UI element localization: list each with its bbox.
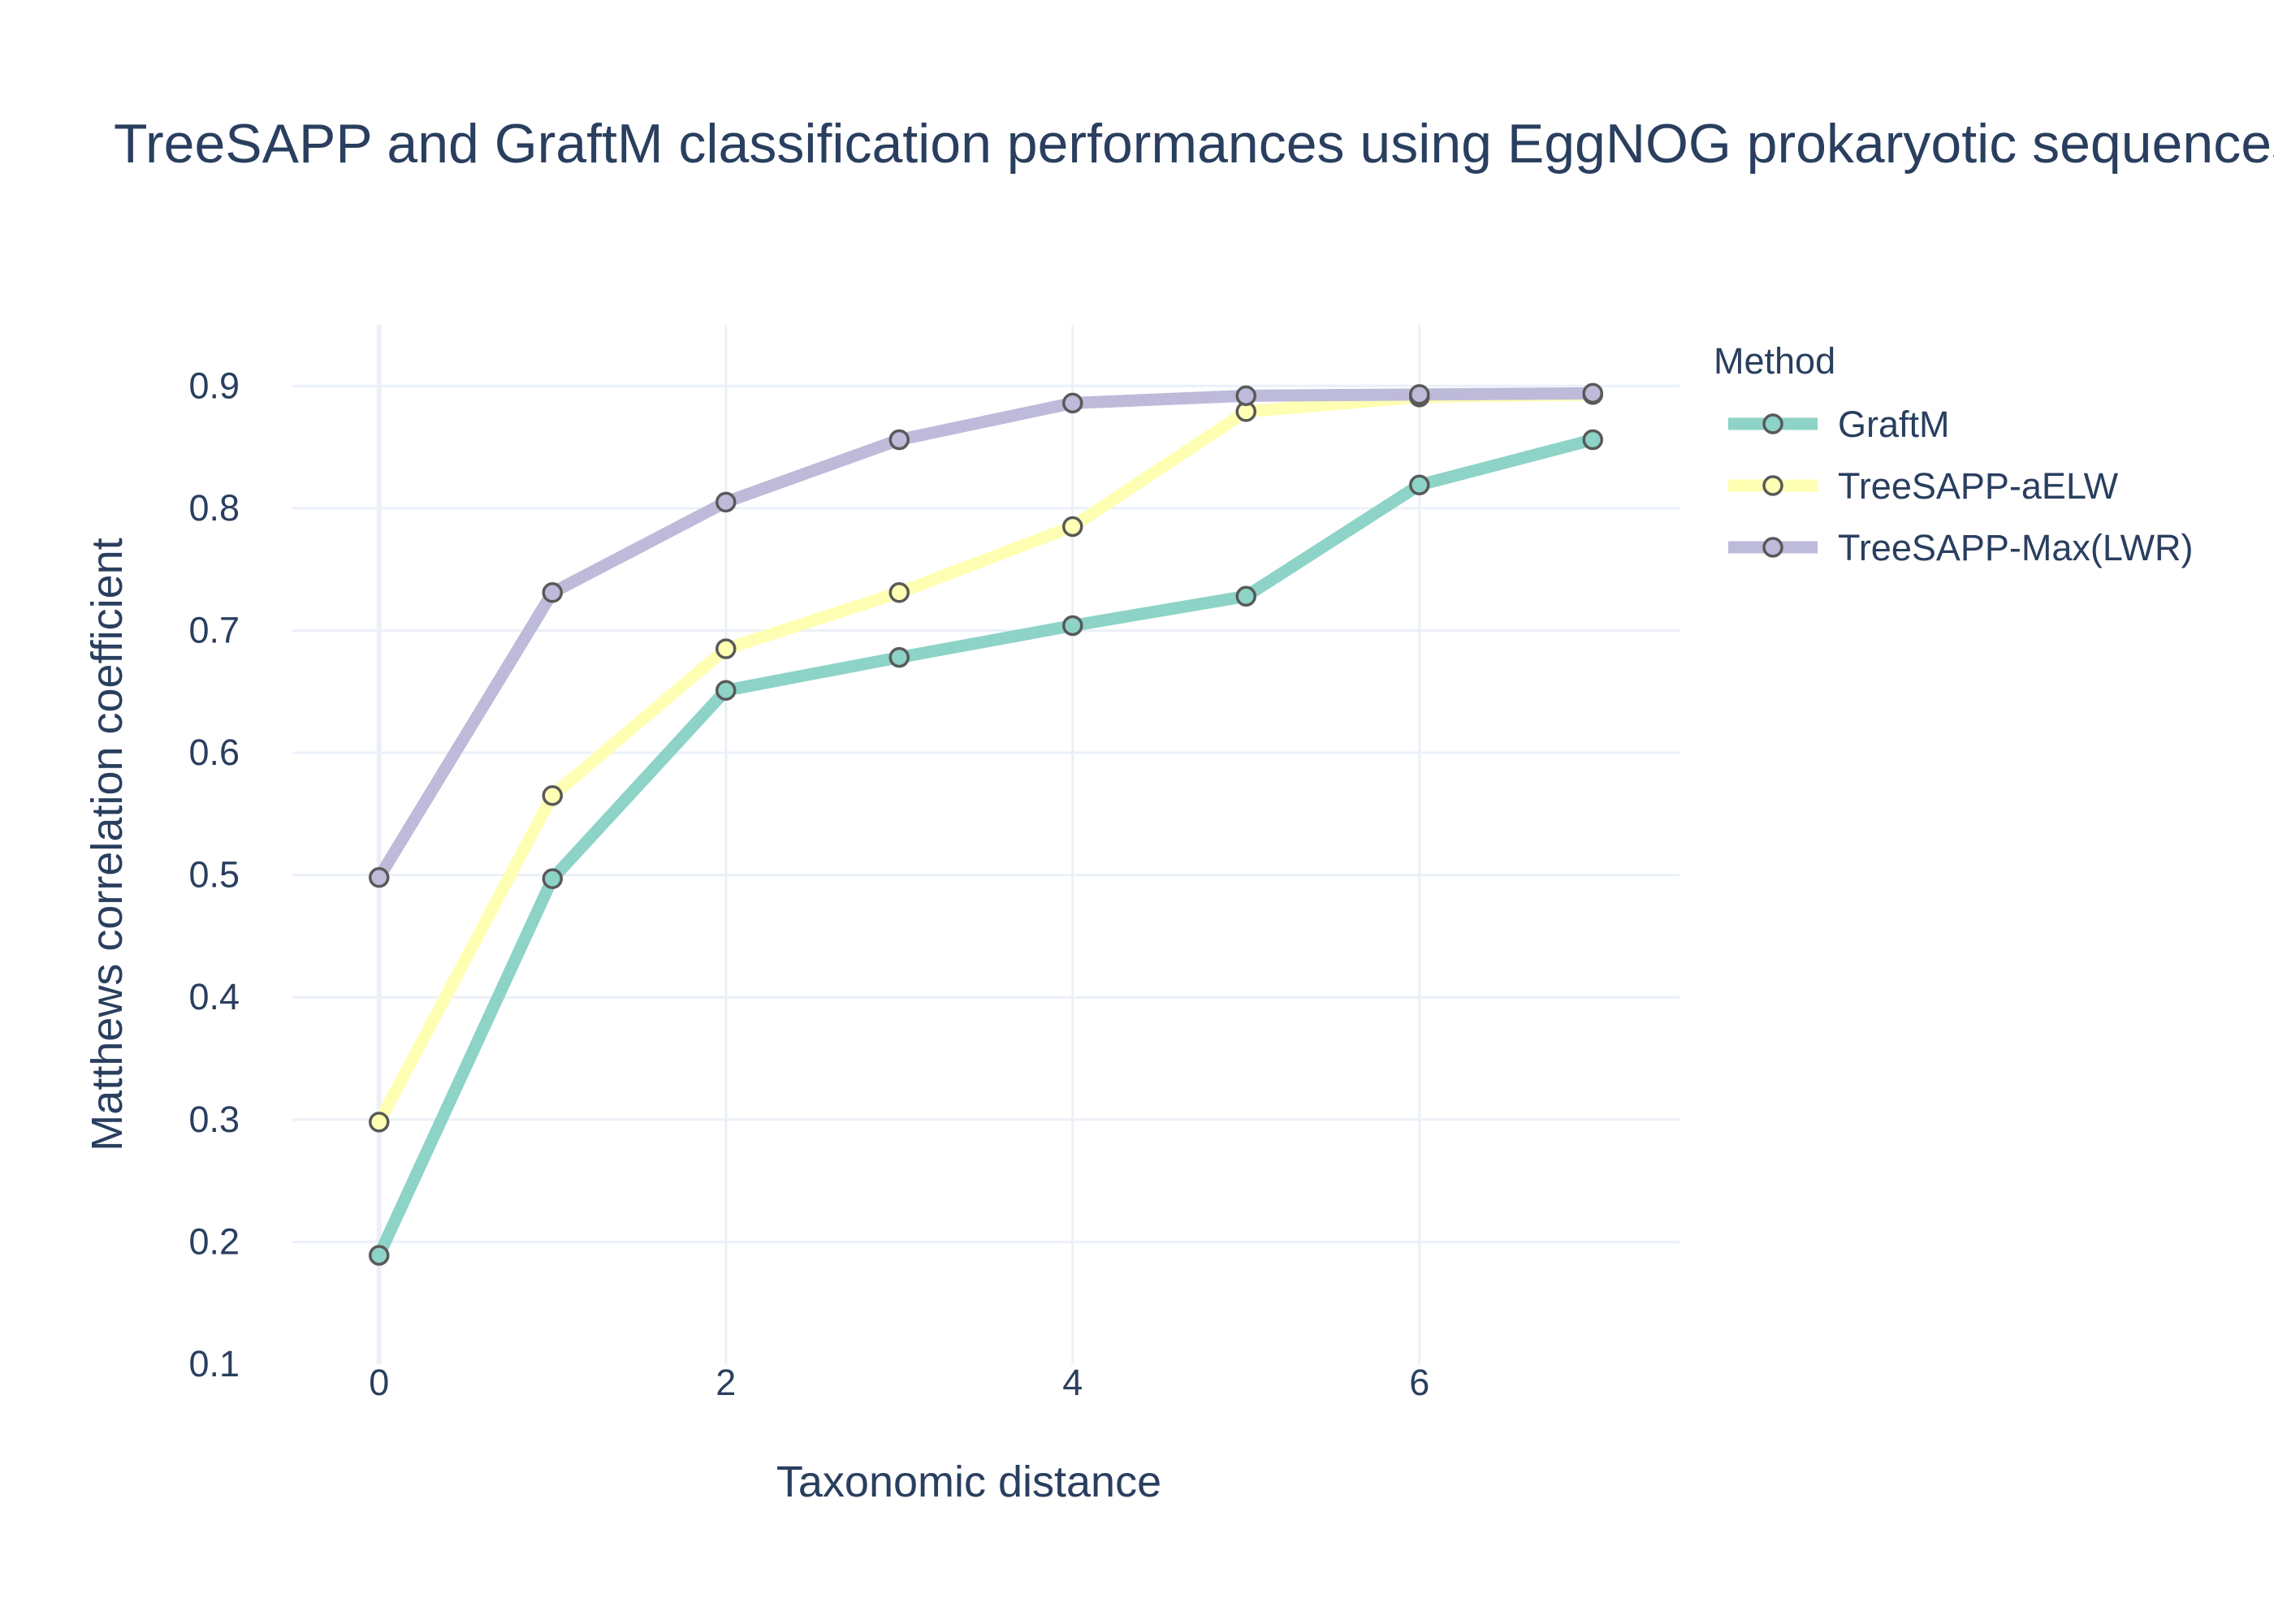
plot-area xyxy=(369,382,1603,1266)
data-point xyxy=(1235,385,1256,407)
y-tick-label: 0.7 xyxy=(188,609,240,650)
legend: Method GraftM TreeSAPP-aELW TreeSAPP-Max(L… xyxy=(1714,340,2194,568)
y-tick-label: 0.4 xyxy=(188,976,240,1017)
data-point xyxy=(888,646,910,668)
legend-item: TreeSAPP-aELW xyxy=(1728,465,2119,507)
data-point xyxy=(1235,585,1256,607)
x-axis-title: Taxonomic distance xyxy=(776,1458,1161,1506)
data-point xyxy=(715,680,737,702)
y-tick-label: 0.8 xyxy=(188,487,240,529)
y-tick-label: 0.6 xyxy=(188,732,240,773)
data-point xyxy=(542,868,563,889)
series-line xyxy=(373,434,1599,1262)
legend-swatch-marker xyxy=(1762,537,1783,558)
data-point xyxy=(715,491,737,513)
data-point xyxy=(888,429,910,451)
series-TreeSAPP-Max(LWR) xyxy=(373,387,1599,884)
series-line xyxy=(373,387,1599,884)
ticks: 0.1 0.2 0.3 0.4 0.5 0.6 0.7 0.8 0.9 0 2 4 6 xyxy=(188,365,1429,1403)
legend-swatch-marker xyxy=(1762,475,1783,496)
data-point xyxy=(888,582,910,603)
legend-item: GraftM xyxy=(1728,404,1950,445)
series-markers-GraftM xyxy=(369,429,1603,1266)
series-GraftM xyxy=(373,434,1599,1262)
data-point xyxy=(1582,429,1603,451)
series-markers-TreeSAPP-Max(LWR) xyxy=(369,382,1603,888)
x-tick-label: 2 xyxy=(715,1362,736,1403)
data-point xyxy=(1409,384,1430,405)
data-point xyxy=(369,866,390,888)
data-point xyxy=(1582,382,1603,404)
y-tick-label: 0.2 xyxy=(188,1220,240,1262)
data-point xyxy=(1062,516,1083,538)
x-tick-label: 0 xyxy=(369,1362,389,1403)
legend-label: TreeSAPP-aELW xyxy=(1838,465,2119,507)
y-axis-title: Matthews correlation coefficient xyxy=(83,538,132,1151)
legend-label: TreeSAPP-Max(LWR) xyxy=(1838,527,2194,568)
y-tick-label: 0.3 xyxy=(188,1099,240,1140)
data-point xyxy=(542,785,563,806)
legend-swatch-marker xyxy=(1762,413,1783,434)
legend-label: GraftM xyxy=(1838,404,1950,445)
x-tick-label: 4 xyxy=(1062,1362,1083,1403)
data-point xyxy=(369,1245,390,1266)
data-point xyxy=(1409,474,1430,496)
y-tick-label: 0.9 xyxy=(188,365,240,406)
data-point xyxy=(1062,392,1083,414)
data-point xyxy=(1062,615,1083,637)
y-tick-label: 0.1 xyxy=(188,1343,240,1384)
data-point xyxy=(369,1112,390,1133)
data-point xyxy=(715,638,737,659)
data-point xyxy=(542,582,563,603)
y-tick-label: 0.5 xyxy=(188,854,240,896)
legend-title: Method xyxy=(1714,340,1835,382)
x-tick-label: 6 xyxy=(1409,1362,1429,1403)
legend-item: TreeSAPP-Max(LWR) xyxy=(1728,527,2194,568)
chart-title: TreeSAPP and GraftM classification perfo… xyxy=(114,113,2274,175)
